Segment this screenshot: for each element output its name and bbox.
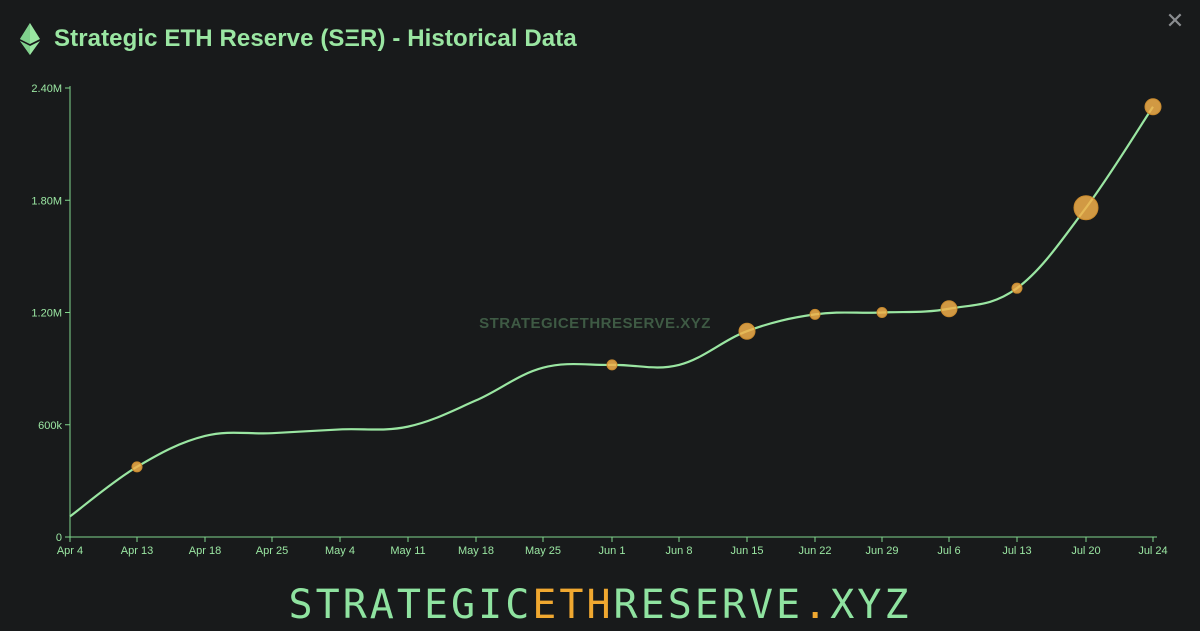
brand-footer: STRATEGICETHRESERVE.XYZ <box>0 583 1200 627</box>
data-point-marker <box>1144 98 1162 116</box>
x-tick-label: May 18 <box>458 545 494 557</box>
x-tick-label: May 11 <box>390 545 425 557</box>
x-tick-label: Apr 25 <box>256 545 288 557</box>
brand-part1: STRATEGIC <box>288 582 533 628</box>
series-line <box>69 106 1154 518</box>
x-tick-label: Jun 15 <box>730 545 763 557</box>
x-tick-label: Jun 22 <box>798 545 831 557</box>
data-point-marker <box>131 461 143 473</box>
y-tick-label: 600k <box>38 420 62 432</box>
x-tick-label: May 4 <box>325 545 355 557</box>
data-point-marker <box>1073 195 1099 221</box>
data-point-marker <box>606 359 618 371</box>
chart-title: Strategic ETH Reserve (SΞR) - Historical… <box>54 25 577 52</box>
ethereum-icon <box>20 23 40 55</box>
data-point-marker <box>1011 282 1023 294</box>
x-tick-label: Jul 24 <box>1138 545 1167 557</box>
line-chart: STRATEGICETHRESERVE.XYZ 0 600k 1.20M 1.80M 2… <box>31 83 1167 557</box>
close-icon[interactable]: ✕ <box>1165 8 1185 33</box>
chart-watermark: STRATEGICETHRESERVE.XYZ <box>479 315 711 332</box>
data-point-marker <box>876 307 888 318</box>
y-tick-label: 1.80M <box>31 195 62 207</box>
y-tick-label: 2.40M <box>31 83 62 95</box>
brand-tld: XYZ <box>830 582 912 628</box>
x-tick-label: Jun 8 <box>666 545 693 557</box>
y-tick-label: 0 <box>56 532 62 544</box>
x-tick-label: Apr 18 <box>189 545 221 557</box>
data-point-marker <box>940 300 958 318</box>
brand-part2: RESERVE <box>613 582 804 628</box>
data-point-marker <box>809 308 821 320</box>
chart-header: Strategic ETH Reserve (SΞR) - Historical… <box>20 22 577 56</box>
x-tick-label: Jul 13 <box>1002 545 1031 557</box>
x-tick-label: Jul 20 <box>1071 545 1100 557</box>
data-point-marker <box>738 322 756 340</box>
x-tick-label: Apr 4 <box>57 545 83 557</box>
y-tick-label: 1.20M <box>31 308 62 320</box>
x-tick-label: Jun 29 <box>865 545 898 557</box>
x-tick-label: Jul 6 <box>937 545 960 557</box>
x-tick-label: May 25 <box>525 545 561 557</box>
x-tick-label: Jun 1 <box>599 545 626 557</box>
brand-accent: ETH <box>532 582 614 628</box>
x-tick-label: Apr 13 <box>121 545 153 557</box>
brand-dot: . <box>803 582 831 628</box>
